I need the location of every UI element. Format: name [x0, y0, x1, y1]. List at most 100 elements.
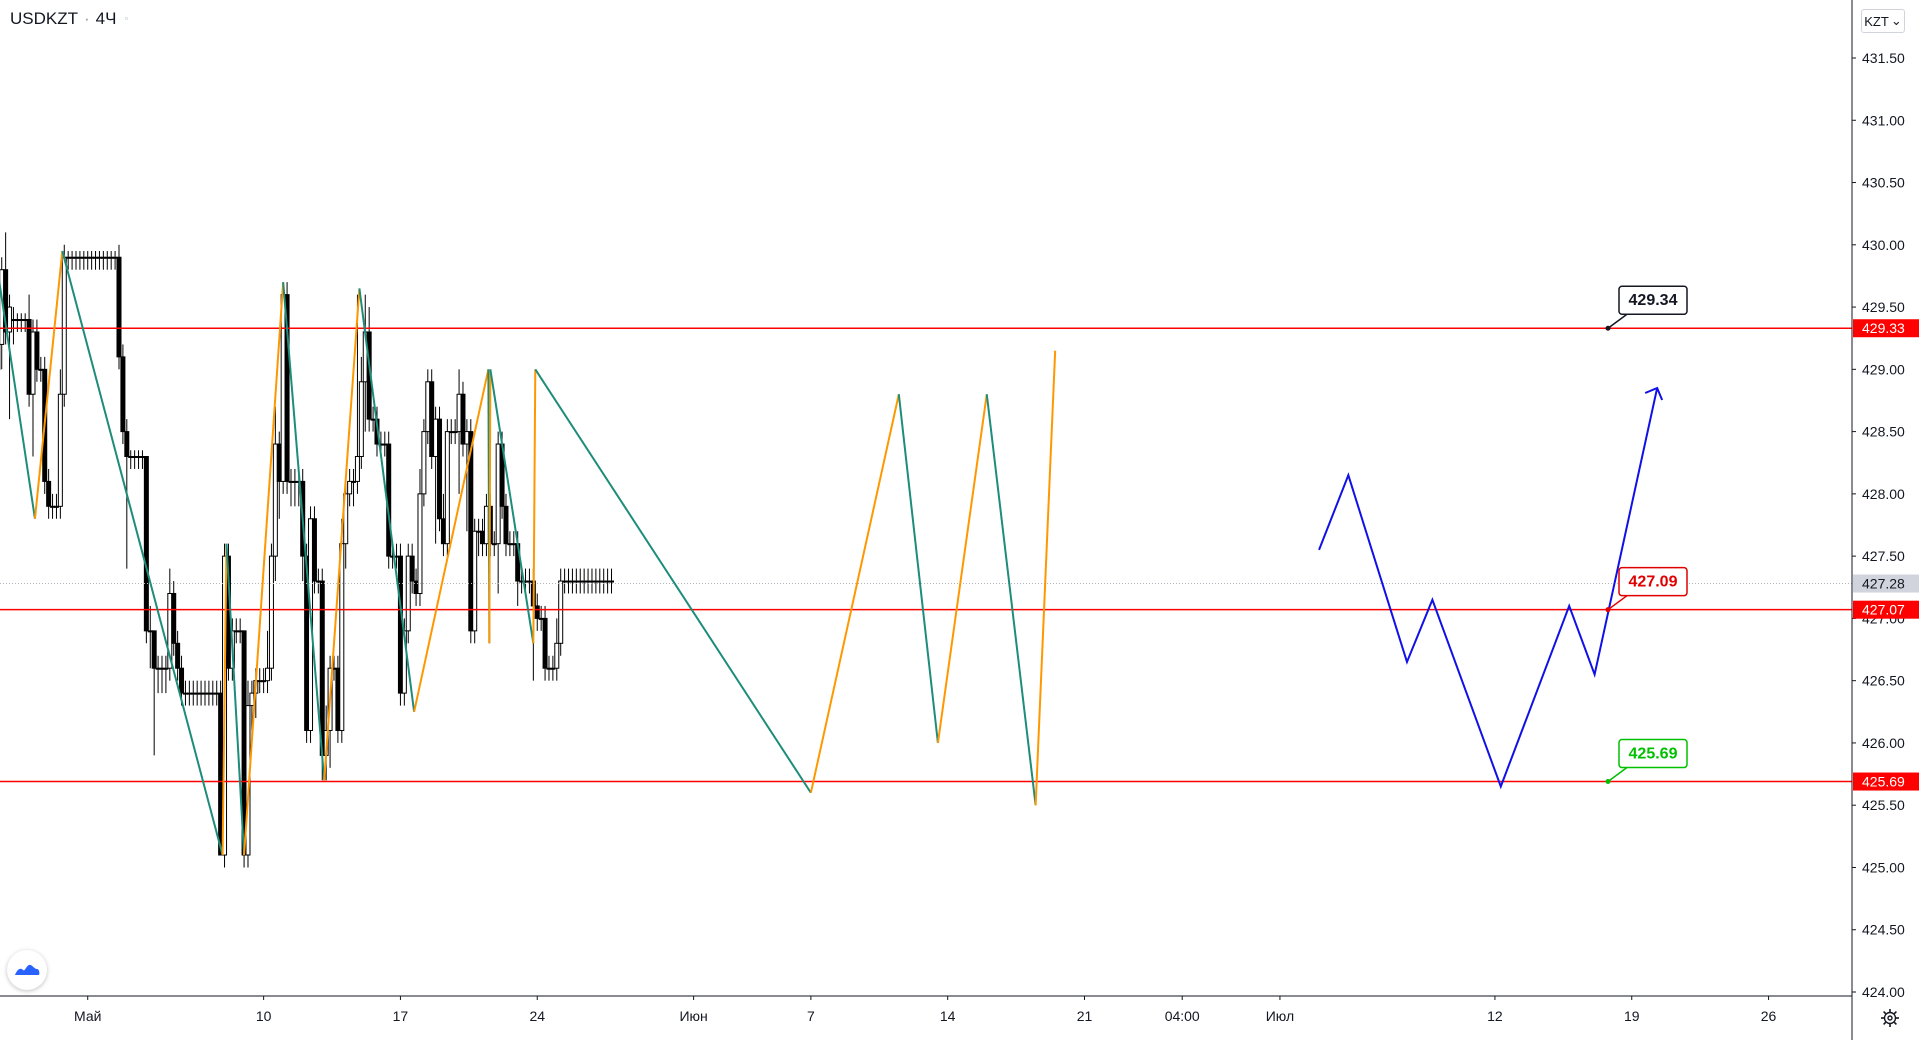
last-price-badge: 427.28 [1862, 576, 1905, 592]
zigzag-segment [33, 250, 64, 519]
zigzag-segment [0, 279, 36, 519]
candle-body [335, 667, 341, 731]
interval-label: 4Ч [95, 9, 117, 28]
candle-body [573, 580, 579, 583]
candle-body [276, 443, 282, 482]
candle-body [382, 443, 388, 446]
candle-body [448, 431, 454, 434]
y-tick-label: 428.00 [1862, 486, 1905, 502]
zigzag-segment [489, 369, 535, 644]
zigzag-segment [534, 368, 812, 794]
candle-body [351, 480, 357, 483]
candle-body [452, 431, 458, 434]
callout-text: 427.09 [1629, 574, 1678, 591]
candle-body [593, 580, 599, 583]
callout-anchor [1605, 325, 1611, 331]
candle-body [472, 530, 478, 632]
candle-body [444, 431, 450, 545]
candle-body [284, 294, 290, 482]
title-separator: · [84, 9, 90, 28]
y-tick-label: 431.00 [1862, 112, 1905, 128]
tradingview-logo-icon[interactable] [7, 950, 47, 990]
x-tick-label: 7 [807, 1008, 815, 1024]
candle-body [151, 630, 157, 669]
y-tick-label: 429.50 [1862, 299, 1905, 315]
candle-body [237, 630, 243, 633]
symbol-name: USDKZT [10, 9, 78, 28]
candle-body [609, 580, 615, 583]
candle-body [10, 319, 16, 322]
candle-body [585, 580, 591, 583]
forecast-line [1318, 387, 1659, 790]
candle-body [339, 543, 345, 731]
x-tick-label: 14 [940, 1008, 956, 1024]
candle-body [421, 431, 427, 495]
candle-body [554, 642, 560, 669]
currency-dropdown[interactable]: KZT ⌄ [1861, 9, 1905, 33]
candle-body [175, 642, 181, 669]
y-tick-label: 426.00 [1862, 735, 1905, 751]
zigzag-segment [282, 282, 326, 781]
candle-body [480, 530, 486, 545]
candle-body [198, 692, 204, 695]
zigzag-segment [221, 543, 228, 856]
candle-body [132, 456, 138, 459]
level-price-badge: 429.33 [1862, 320, 1905, 336]
candle-body [206, 692, 212, 695]
candle-body [495, 443, 501, 545]
candle-body [143, 456, 149, 632]
more-icon[interactable]: ◦ [124, 13, 129, 25]
y-tick-label: 430.00 [1862, 237, 1905, 253]
candle-body [417, 493, 423, 594]
x-tick-label: 12 [1487, 1008, 1503, 1024]
candle-body [542, 617, 548, 669]
callout-text: 429.34 [1629, 292, 1678, 309]
candle-body [261, 680, 267, 683]
candle-body [136, 456, 142, 459]
callout-anchor [1605, 779, 1611, 785]
forecast-arrowhead [1644, 386, 1664, 401]
symbol-title[interactable]: USDKZT · 4Ч ◦ [10, 9, 128, 29]
candle-body [601, 580, 607, 583]
gear-icon[interactable] [1876, 1004, 1904, 1032]
candle-body [93, 256, 99, 259]
candle-body [437, 418, 443, 520]
candle-body [85, 256, 91, 259]
candle-body [538, 617, 544, 620]
candle-body [73, 256, 79, 259]
zigzag-segment [936, 394, 988, 744]
candle-body [50, 505, 56, 508]
candle-body [81, 256, 87, 259]
candle-body [358, 381, 364, 458]
zigzag-segment [897, 394, 939, 744]
candle-body [491, 543, 497, 546]
candle-body [397, 555, 403, 694]
candle-body [464, 431, 470, 445]
y-tick-label: 429.00 [1862, 361, 1905, 377]
candle-body [394, 555, 400, 558]
candle-body [311, 518, 317, 582]
candle-body [159, 667, 165, 670]
candles [0, 232, 615, 868]
level-price-badge-bg [1853, 772, 1919, 791]
y-tick-label: 425.50 [1862, 797, 1905, 813]
zigzag-segment [1034, 350, 1057, 806]
candle-body [89, 256, 95, 259]
candle-body [577, 580, 583, 583]
candle-body [280, 294, 286, 482]
candle-body [30, 331, 36, 395]
callout-text: 425.69 [1629, 746, 1678, 763]
logo-glyph [15, 964, 40, 975]
candle-body [3, 269, 9, 333]
last-price-badge-bg [1853, 574, 1919, 593]
candle-body [409, 555, 415, 582]
time-axis[interactable]: Май 10 17 24 Июн 7 14 21 04:00 Июл 12 19 26 [0, 995, 1852, 1024]
candle-body [566, 580, 572, 583]
candle-body [503, 505, 509, 545]
price-axis[interactable]: 424.00 424.50 425.00 425.50 426.00 426.50 427.… [1851, 0, 1919, 1040]
candle-body [249, 692, 255, 707]
candle-body [581, 580, 587, 583]
callout-pointer [1607, 766, 1628, 783]
x-tick-label: 19 [1624, 1008, 1640, 1024]
